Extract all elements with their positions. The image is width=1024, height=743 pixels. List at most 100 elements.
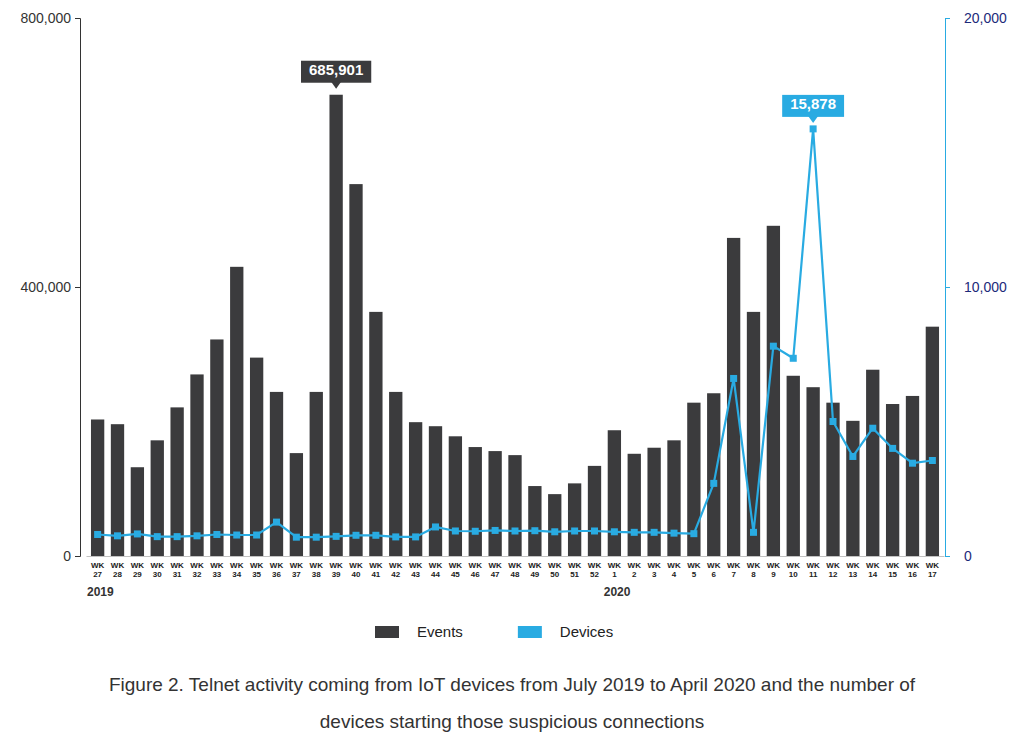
bar [608,430,621,556]
x-tick: WK17 [926,556,940,579]
y-tick: 0 [63,548,80,564]
marker [432,523,439,530]
x-tick-label: WK11 [806,561,820,579]
x-tick: WK6 [707,556,721,579]
x-tick: WK42 [389,556,403,579]
bar [250,358,263,556]
x-tick-label: WK10 [787,561,801,579]
legend-item: Devices [518,623,613,640]
y2-tick: 10,000 [945,279,1007,295]
x-tick-label: WK8 [747,561,761,579]
bar [270,392,283,556]
y-tick-mark [75,556,80,557]
callout: 15,878 [782,95,844,123]
bar [846,421,859,556]
marker [412,533,419,540]
bar [866,370,879,556]
marker [313,534,320,541]
x-tick: WK36 [270,556,284,579]
callout-pointer [331,82,341,89]
marker [452,527,459,534]
marker [94,531,101,538]
x-tick: WK40 [349,556,363,579]
marker [531,527,538,534]
marker-series [94,125,936,540]
bar [787,376,800,556]
bar [906,396,919,556]
bar [667,440,680,556]
marker [194,532,201,539]
x-tick-label: WK5 [687,561,701,579]
x-tick-label: WK42 [389,561,403,579]
marker [392,533,399,540]
x-tick: WK51 [568,556,582,579]
x-tick-label: WK16 [906,561,920,579]
bar [230,267,243,556]
marker [750,529,757,536]
y2-tick: 0 [945,548,972,564]
y-tick-mark [75,18,80,19]
bar [528,486,541,556]
bar [310,392,323,556]
marker [273,519,280,526]
title: Figure 2. Telnet activity coming from Io… [109,674,916,732]
x-tick-label: WK38 [310,561,324,579]
x-tick-label: WK9 [767,561,781,579]
marker [869,425,876,432]
x-tick-label: WK29 [131,561,145,579]
callout-pointer [808,116,818,123]
bar [568,483,581,556]
chart: 0400,000800,000010,00020,000WK27WK28WK29… [0,0,1024,743]
x-tick: WK38 [310,556,324,579]
x-tick: WK49 [528,556,542,579]
bar [806,387,819,556]
bar [628,454,641,556]
x-group-label: 2020 [604,585,631,599]
marker [472,528,479,535]
marker [333,533,340,540]
marker [293,534,300,541]
callout-box [782,95,844,117]
x-tick-label: WK37 [290,561,304,579]
x-tick: WK35 [250,556,264,579]
marker [213,531,220,538]
line [98,129,933,537]
x-tick-label: WK7 [727,561,741,579]
x-tick: WK50 [548,556,562,579]
marker [571,527,578,534]
bar [926,327,939,556]
x-tick: WK13 [846,556,860,579]
legend-swatch [375,626,399,638]
x-tick-label: WK32 [190,561,204,579]
bar [329,95,342,556]
x-tick-label: WK49 [528,561,542,579]
bar [131,467,144,556]
bar [488,451,501,556]
x-tick-label: WK30 [151,561,165,579]
callout-label: 15,878 [790,95,836,112]
x-tick: WK2 [628,556,642,579]
y2-tick: 20,000 [945,10,1007,26]
y2-tick-label: 20,000 [964,10,1007,26]
x-tick: WK7 [727,556,741,579]
x-tick-label: WK43 [409,561,423,579]
x-tick: WK37 [290,556,304,579]
x-tick-label: WK45 [449,561,463,579]
marker [611,528,618,535]
x-tick-label: WK39 [329,561,343,579]
x-tick: WK31 [170,556,184,579]
x-tick: WK41 [369,556,383,579]
x-tick: WK29 [131,556,145,579]
bar [588,466,601,556]
marker [929,457,936,464]
x-tick: WK8 [747,556,761,579]
x-tick-label: WK28 [111,561,125,579]
x-tick: WK15 [886,556,900,579]
x-tick: WK30 [151,556,165,579]
x-tick-label: WK52 [588,561,602,579]
y-tick: 800,000 [20,10,80,26]
bar [886,404,899,556]
x-tick: WK9 [767,556,781,579]
marker [730,375,737,382]
x-tick: WK16 [906,556,920,579]
